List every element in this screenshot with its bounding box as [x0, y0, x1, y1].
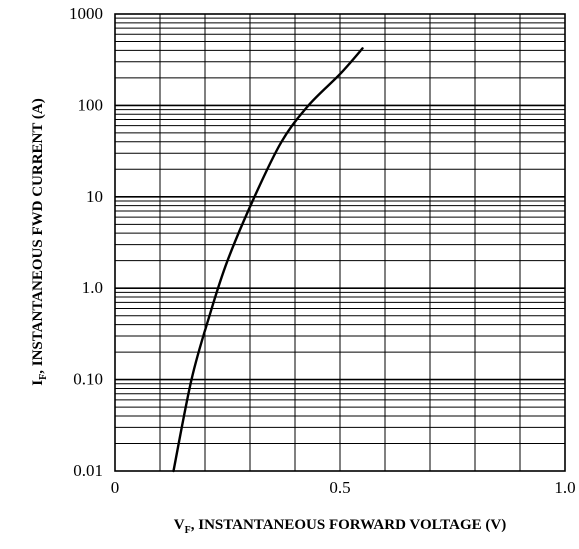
y-tick-labels: 0.01 0.10 1.0 10 100 1000 [69, 4, 103, 480]
grid [115, 14, 565, 471]
y-tick-label: 0.01 [73, 461, 103, 480]
y-tick-label: 10 [86, 187, 103, 206]
y-tick-label: 100 [78, 95, 104, 114]
x-tick-label: 0.5 [329, 478, 350, 497]
plot-frame [114, 13, 566, 472]
y-tick-label: 1000 [69, 4, 103, 23]
y-tick-label: 1.0 [82, 278, 103, 297]
y-tick-label: 0.10 [73, 370, 103, 389]
x-tick-label: 1.0 [554, 478, 575, 497]
y-axis-label: IF, INSTANTANEOUS FWD CURRENT (A) [30, 98, 49, 385]
series-curves [172, 47, 364, 473]
forward-voltage-curve [172, 47, 364, 473]
x-tick-label: 0 [111, 478, 120, 497]
x-tick-labels: 0 0.5 1.0 [111, 478, 576, 497]
x-axis-label: VF, INSTANTANEOUS FORWARD VOLTAGE (V) [174, 517, 506, 536]
